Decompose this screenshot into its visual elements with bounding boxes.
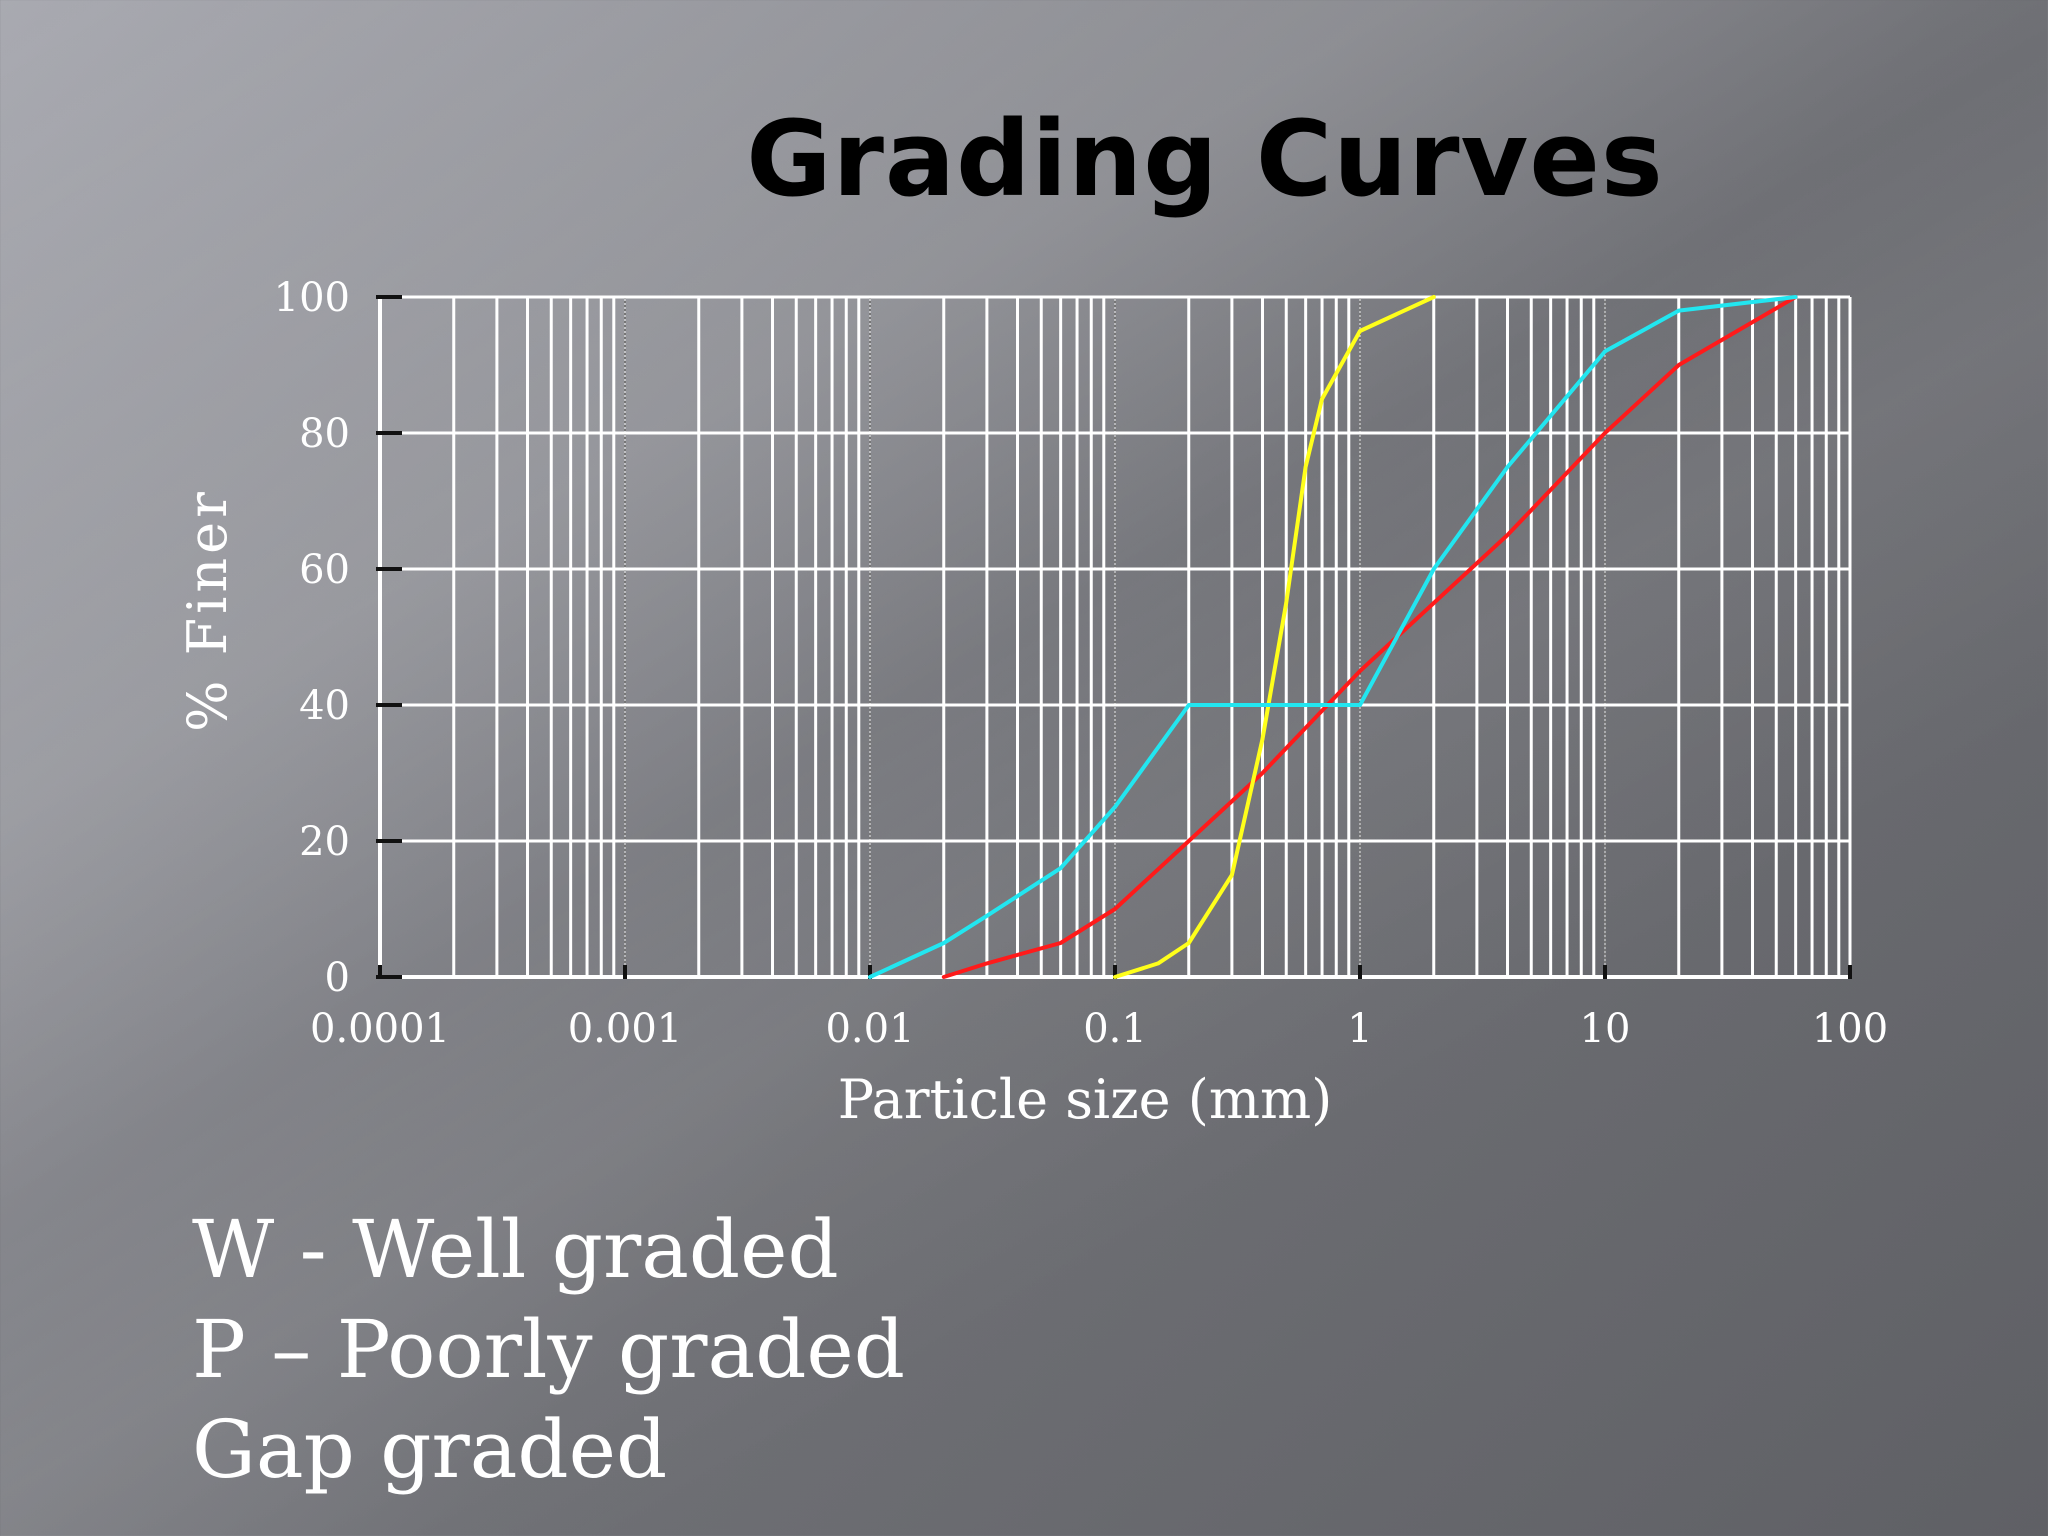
x-tick-label: 0.01: [825, 1006, 914, 1052]
x-tick-label: 0.1: [1083, 1006, 1147, 1052]
y-axis-title: % Finer: [176, 488, 239, 732]
x-tick-label: 100: [1812, 1006, 1888, 1052]
chart-labels: 0.0001 0.001 0.01 0.1 1 10 100 0 20 40 60 80 100 Part…: [176, 275, 1888, 1131]
slide-title: Grading Curves: [746, 98, 1664, 220]
legend-line-poorly: P – Poorly graded: [192, 1303, 905, 1396]
y-tick-label: 20: [299, 819, 350, 865]
x-tick-label: 0.0001: [310, 1006, 450, 1052]
series-line-3: [868, 295, 1798, 979]
y-tick-label: 40: [299, 683, 350, 729]
y-tick-label: 80: [299, 411, 350, 457]
x-tick-label: 1: [1347, 1006, 1372, 1052]
y-tick-label: 60: [299, 547, 350, 593]
series-line-1: [941, 295, 1798, 979]
grading-legend: W - Well graded P – Poorly graded Gap gr…: [192, 1200, 905, 1500]
chart-grid: [379, 295, 1852, 979]
legend-line-gap: Gap graded: [192, 1403, 668, 1496]
legend-line-well: W - Well graded: [192, 1203, 839, 1296]
chart-axes: [376, 295, 1852, 979]
y-tick-label: 0: [325, 955, 350, 1001]
series-line-2: [1113, 295, 1436, 979]
x-tick-label: 10: [1580, 1006, 1631, 1052]
x-tick-label: 0.001: [568, 1006, 683, 1052]
x-axis-title: Particle size (mm): [838, 1068, 1333, 1131]
y-tick-label: 100: [274, 275, 350, 321]
chart-series: [868, 295, 1798, 979]
